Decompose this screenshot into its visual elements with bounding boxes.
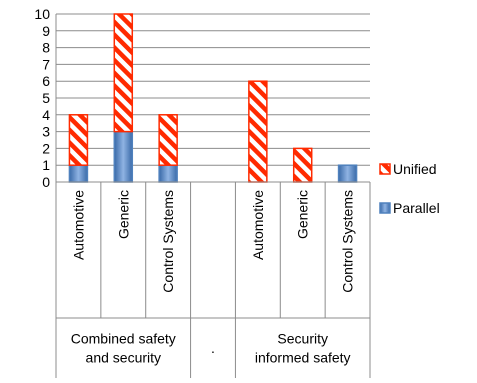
bar-unified-5 — [292, 147, 313, 183]
y-tick-label-6: 6 — [42, 73, 50, 89]
category-label-6: Control Systems — [340, 190, 356, 293]
bar-unified-1 — [113, 13, 134, 133]
legend-swatch-parallel — [379, 202, 391, 214]
legend: Unified Parallel — [379, 161, 440, 216]
category-label-0: Automotive — [70, 190, 86, 260]
category-label-4: Automotive — [250, 190, 266, 260]
y-tick-label-3: 3 — [42, 124, 50, 140]
category-labels: Automotive Generic Control Systems Automoti… — [70, 190, 355, 293]
group-label-0-line-1: and security — [86, 350, 161, 366]
bar-parallel-6 — [337, 164, 358, 183]
legend-label-unified: Unified — [393, 161, 437, 177]
group-label-2-line-0: Security — [277, 331, 328, 347]
y-tick-label-2: 2 — [42, 140, 50, 156]
group-label-1-line-0: . — [211, 340, 215, 356]
y-tick-label-8: 8 — [42, 40, 50, 56]
y-tick-label-9: 9 — [42, 23, 50, 39]
group-label-2-line-1: informed safety — [255, 350, 351, 366]
bars-layer — [68, 13, 358, 183]
category-label-1: Generic — [115, 190, 131, 239]
category-label-5: Generic — [295, 190, 311, 239]
legend-swatch-unified — [379, 163, 391, 175]
y-tick-label-0: 0 — [42, 174, 50, 190]
group-label-0-line-0: Combined safety — [71, 331, 176, 347]
bar-parallel-0 — [68, 164, 89, 183]
y-tick-label-4: 4 — [42, 107, 50, 123]
bar-unified-4 — [248, 80, 268, 183]
legend-label-parallel: Parallel — [393, 200, 440, 216]
bar-parallel-1 — [113, 130, 134, 183]
y-tick-label-7: 7 — [42, 56, 50, 72]
bar-unified-2 — [158, 114, 178, 166]
y-tick-label-5: 5 — [42, 90, 50, 106]
category-label-2: Control Systems — [160, 190, 176, 293]
axis-layer — [55, 14, 371, 378]
group-labels: Combined safety and security. Security info… — [71, 331, 351, 366]
y-tick-label-1: 1 — [42, 157, 50, 173]
grid-layer — [56, 13, 370, 166]
y-tick-label-10: 10 — [34, 6, 50, 22]
bar-parallel-2 — [158, 164, 178, 183]
bar-unified-0 — [68, 114, 89, 166]
